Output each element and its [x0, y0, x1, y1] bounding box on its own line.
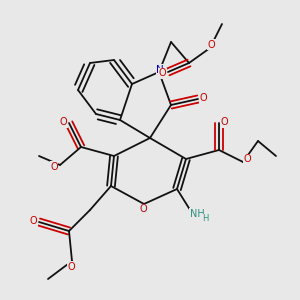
Text: NH: NH	[190, 209, 205, 219]
Text: O: O	[50, 161, 58, 172]
Text: O: O	[208, 40, 215, 50]
Text: O: O	[139, 204, 147, 214]
Text: O: O	[220, 117, 228, 127]
Text: O: O	[200, 93, 207, 103]
Text: N: N	[156, 64, 164, 75]
Text: O: O	[159, 68, 167, 79]
Text: O: O	[60, 117, 68, 127]
Text: H: H	[202, 214, 208, 223]
Text: O: O	[243, 154, 251, 164]
Text: O: O	[67, 262, 75, 272]
Text: O: O	[30, 216, 38, 226]
